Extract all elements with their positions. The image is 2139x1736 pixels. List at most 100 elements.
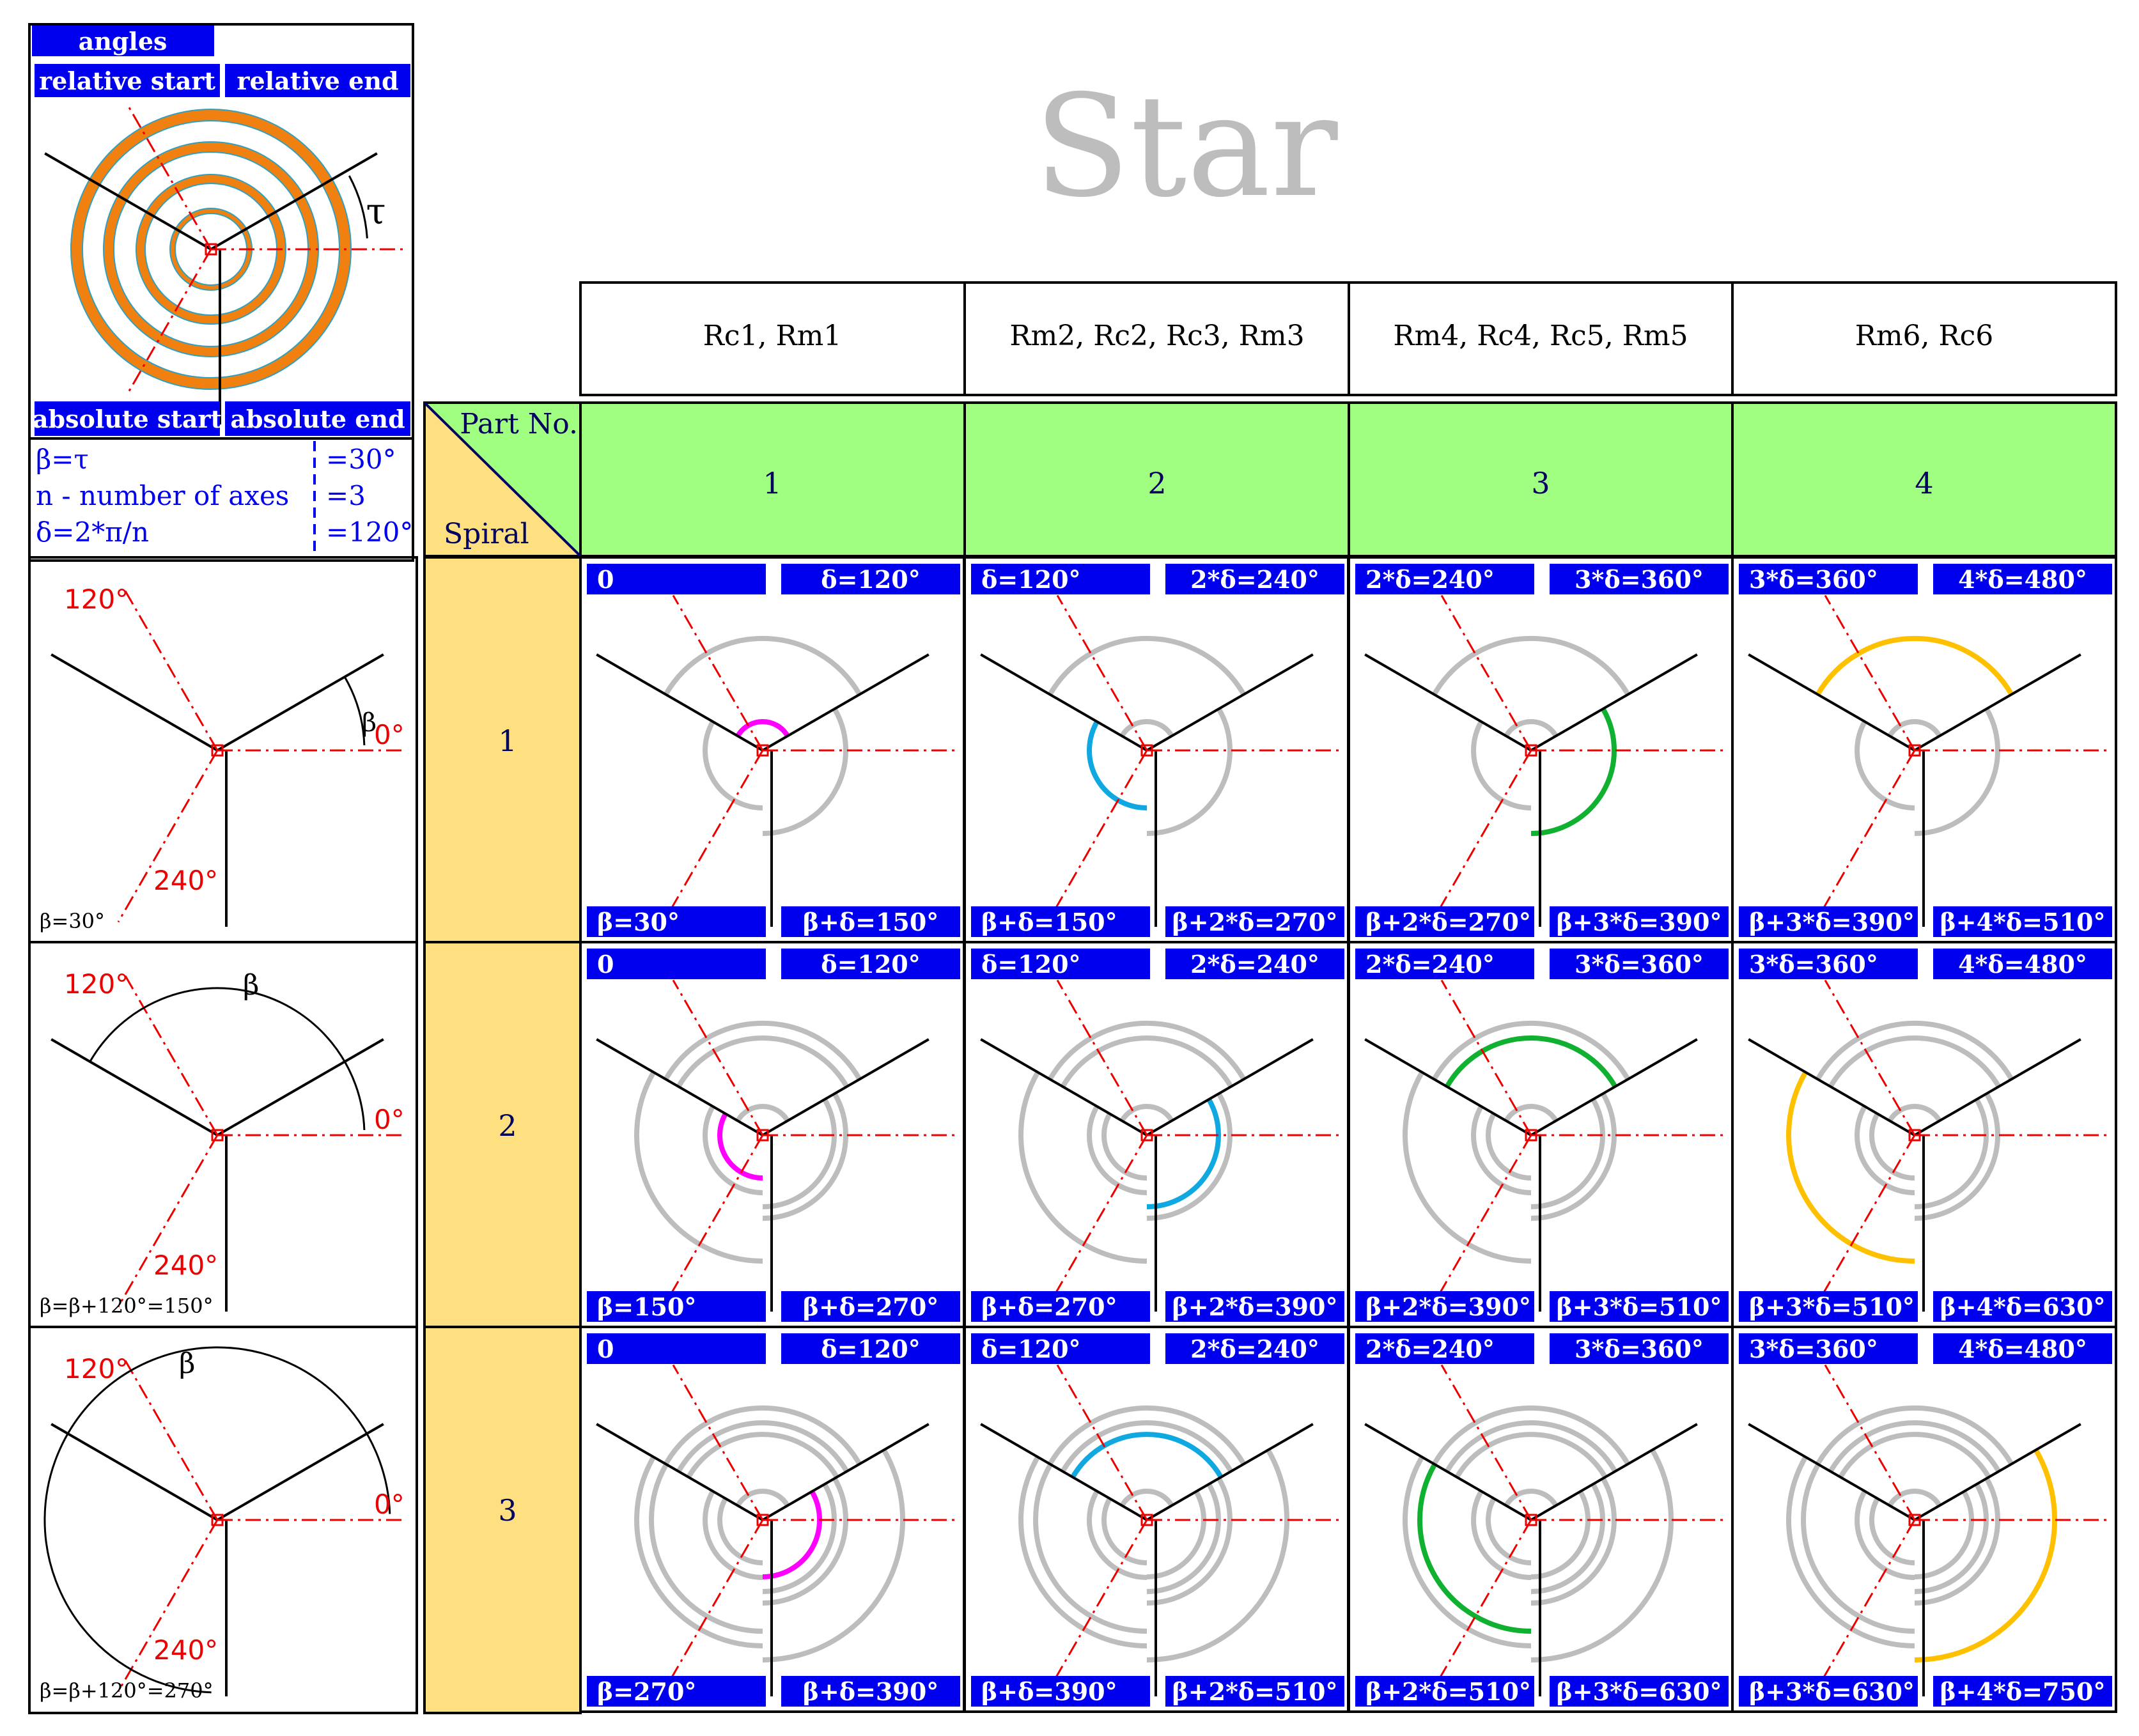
cell-r3-c4-center-mark xyxy=(1908,1514,1921,1526)
cell-r2-c2-axis-30 xyxy=(1146,1038,1314,1136)
cell-r1-c1-gray-arc-1 xyxy=(762,708,848,836)
part-no-label: Part No. xyxy=(460,408,578,440)
cell-r2-c3-gray-arc-2 xyxy=(1530,1092,1617,1221)
cell-r1-c1: 0 δ=120° β=30° β+δ=150° xyxy=(579,556,965,943)
cell-r1-c2-center-mark xyxy=(1140,744,1153,757)
cell-r1-c3-gray-arc-0 xyxy=(1504,719,1559,738)
cell-r1-c1-active-arc xyxy=(735,719,790,738)
cell-r3-c2-tr-label: 2*δ=240° xyxy=(1190,1335,1319,1363)
cell-r1-c4-tl-box xyxy=(1739,564,1918,594)
cell-r1-c4-bl-label: β+3*δ=390° xyxy=(1749,908,1915,936)
cell-r1-c1-br-box xyxy=(781,906,960,937)
cell-r2-c4-axis-30 xyxy=(1913,1038,2081,1136)
cell-r2-c2-tr-label: 2*δ=240° xyxy=(1190,950,1319,979)
cell-r1-c4: 3*δ=360° 4*δ=480° β+3*δ=390° β+4*δ=510° xyxy=(1731,556,2117,943)
cell-r3-c3-ref-120 xyxy=(1440,1364,1532,1521)
cell-r2-c3-axis-30 xyxy=(1530,1038,1698,1136)
cell-r2-c2-gray-arc-4 xyxy=(1101,1112,1147,1181)
cell-r1-c4-active-arc xyxy=(1815,635,2014,696)
cell-r2-c3-gray-arc-4 xyxy=(1486,1112,1532,1181)
cell-r3-c2: δ=120° 2*δ=240° β+δ=390° β+2*δ=510° xyxy=(963,1326,1350,1713)
cell-r3-c2-gray-arc-5 xyxy=(1146,1483,1221,1594)
left-panel-3-label-0: 0° xyxy=(374,1489,405,1520)
cell-r3-c2-ref-120 xyxy=(1056,1364,1148,1521)
cell-r3-c2-gray-arc-8 xyxy=(1146,1490,1207,1579)
cell-r2-c4-br-box xyxy=(1933,1291,2112,1322)
cell-r2-c1-gray-arc-2 xyxy=(762,1092,848,1221)
spiral-cells-grid: 0 δ=120° β=30° β+δ=150° δ=120° 2*δ=240° β+δ=15… xyxy=(579,556,2117,1713)
cell-r2-c2-axis-150 xyxy=(980,1038,1148,1136)
cell-r3-c1-gray-arc-2 xyxy=(762,1477,848,1606)
cell-r3-c4-gray-arc-8 xyxy=(1914,1490,1975,1579)
cell-r2-c1-gray-arc-4 xyxy=(762,1098,837,1209)
cell-r3-c1-gray-arc-0 xyxy=(735,1489,790,1507)
cell-r3-c2-tl-box xyxy=(971,1333,1150,1364)
cell-r1-c2-ref-120 xyxy=(1056,594,1148,751)
cell-r2-c1-center-mark xyxy=(756,1129,769,1142)
cell-r3-c4-axis-150 xyxy=(1748,1423,1916,1521)
left-panel-3-beta-note: β=β+120°=270° xyxy=(40,1678,214,1703)
cell-r3-c3-tr-box xyxy=(1550,1333,1729,1364)
left-panel-3-label-240: 240° xyxy=(153,1634,218,1666)
corner-cell: Part No. Spiral xyxy=(423,401,582,557)
cell-r3-c3-gray-arc-10 xyxy=(1530,1448,1674,1662)
cell-r1-c2-gray-arc-2 xyxy=(1047,635,1247,696)
cell-r2-c3-center-mark xyxy=(1525,1129,1537,1142)
cell-r3-c3-gray-arc-1 xyxy=(1471,1490,1532,1580)
cell-r2-c3-gray-arc-5 xyxy=(1530,1098,1605,1209)
left-panel-2-beta-arc xyxy=(89,987,366,1131)
cell-r1-c3: 2*δ=240° 3*δ=360° β+2*δ=270° β+3*δ=390° xyxy=(1348,556,1734,943)
cell-r2-c4-gray-arc-6 xyxy=(1828,1035,2002,1089)
cell-r3-c1-tl-label: 0 xyxy=(597,1335,614,1363)
cell-r3-c1-gray-arc-1 xyxy=(703,1490,763,1580)
legend-absolute-end: absolute end xyxy=(230,405,405,433)
cell-r3-c3: 2*δ=240° 3*δ=360° β+2*δ=510° β+3*δ=630° xyxy=(1348,1326,1734,1713)
cell-r2-c2-gray-arc-2 xyxy=(1146,1092,1233,1221)
formula-n: n - number of axes xyxy=(36,480,289,511)
cell-r2-c4-tl-box xyxy=(1739,949,1918,979)
header-col-1: Rc1, Rm1 xyxy=(703,320,842,352)
cell-r3-c4-ref-120 xyxy=(1824,1364,1916,1521)
cell-r3-c3-gray-arc-8 xyxy=(1530,1490,1591,1579)
left-panel-1-center-mark xyxy=(211,744,224,757)
cell-r3-c3-tl-box xyxy=(1355,1333,1534,1364)
cell-r2-c3-br-box xyxy=(1550,1291,1729,1322)
spiral-number-3: 3 xyxy=(498,1493,517,1528)
cell-r1-c4-tr-label: 4*δ=480° xyxy=(1958,565,2087,594)
legend-relative-start: relative start xyxy=(39,66,215,95)
cell-r3-c2-active-arc xyxy=(1070,1432,1224,1479)
cell-r2-c1: 0 δ=120° β=150° β+δ=270° xyxy=(579,941,965,1328)
cell-r2-c2-gray-arc-6 xyxy=(1018,1071,1147,1264)
cell-r2-c3-tl-label: 2*δ=240° xyxy=(1365,950,1495,979)
cell-r3-c3-gray-arc-3 xyxy=(1431,1405,1631,1466)
cell-r1-c4-tr-box xyxy=(1933,564,2112,594)
cell-r3-c3-br-label: β+3*δ=630° xyxy=(1557,1677,1722,1706)
cell-r1-c3-center-mark xyxy=(1525,744,1537,757)
cell-r1-c3-tl-box xyxy=(1355,564,1534,594)
cell-r1-c1-ref-240 xyxy=(665,750,764,917)
cell-r2-c1-tl-box xyxy=(587,949,766,979)
left-panel-1: β 120° 0° 240° β=30° xyxy=(40,584,405,933)
cell-r3-c2-gray-arc-6 xyxy=(1060,1420,1234,1473)
cell-r3-c1-tl-box xyxy=(587,1333,766,1364)
cell-r2-c4-gray-arc-4 xyxy=(1869,1112,1915,1181)
cell-r3-c4-gray-arc-0 xyxy=(1887,1489,1942,1507)
cell-r3-c2-axis-150 xyxy=(980,1423,1148,1521)
left-panel-3-ref-240 xyxy=(117,1519,219,1693)
cell-r3-c1-gray-arc-7 xyxy=(634,1455,763,1648)
cell-r3-c3-gray-arc-5 xyxy=(1530,1483,1605,1594)
cell-r3-c1-br-label: β+δ=390° xyxy=(803,1677,939,1706)
cell-r1-c4-br-box xyxy=(1933,906,2112,937)
cell-r3-c1-gray-arc-6 xyxy=(676,1420,850,1473)
cell-r3-c1: 0 δ=120° β=270° β+δ=390° xyxy=(579,1326,965,1713)
left-panel-1-label-240: 240° xyxy=(153,865,218,896)
cell-r1-c2-axis-30 xyxy=(1146,653,1314,752)
left-panel-2-ref-120 xyxy=(123,974,219,1136)
cell-r3-c1-axis-30 xyxy=(761,1423,929,1521)
cell-r2-c3-tr-label: 3*δ=360° xyxy=(1575,950,1704,979)
part-number-1: 1 xyxy=(763,466,781,500)
cell-r3-c1-br-box xyxy=(781,1676,960,1707)
cell-r3-c3-gray-arc-4 xyxy=(1486,1497,1532,1565)
cell-r3-c1-gray-arc-9 xyxy=(649,1463,763,1634)
